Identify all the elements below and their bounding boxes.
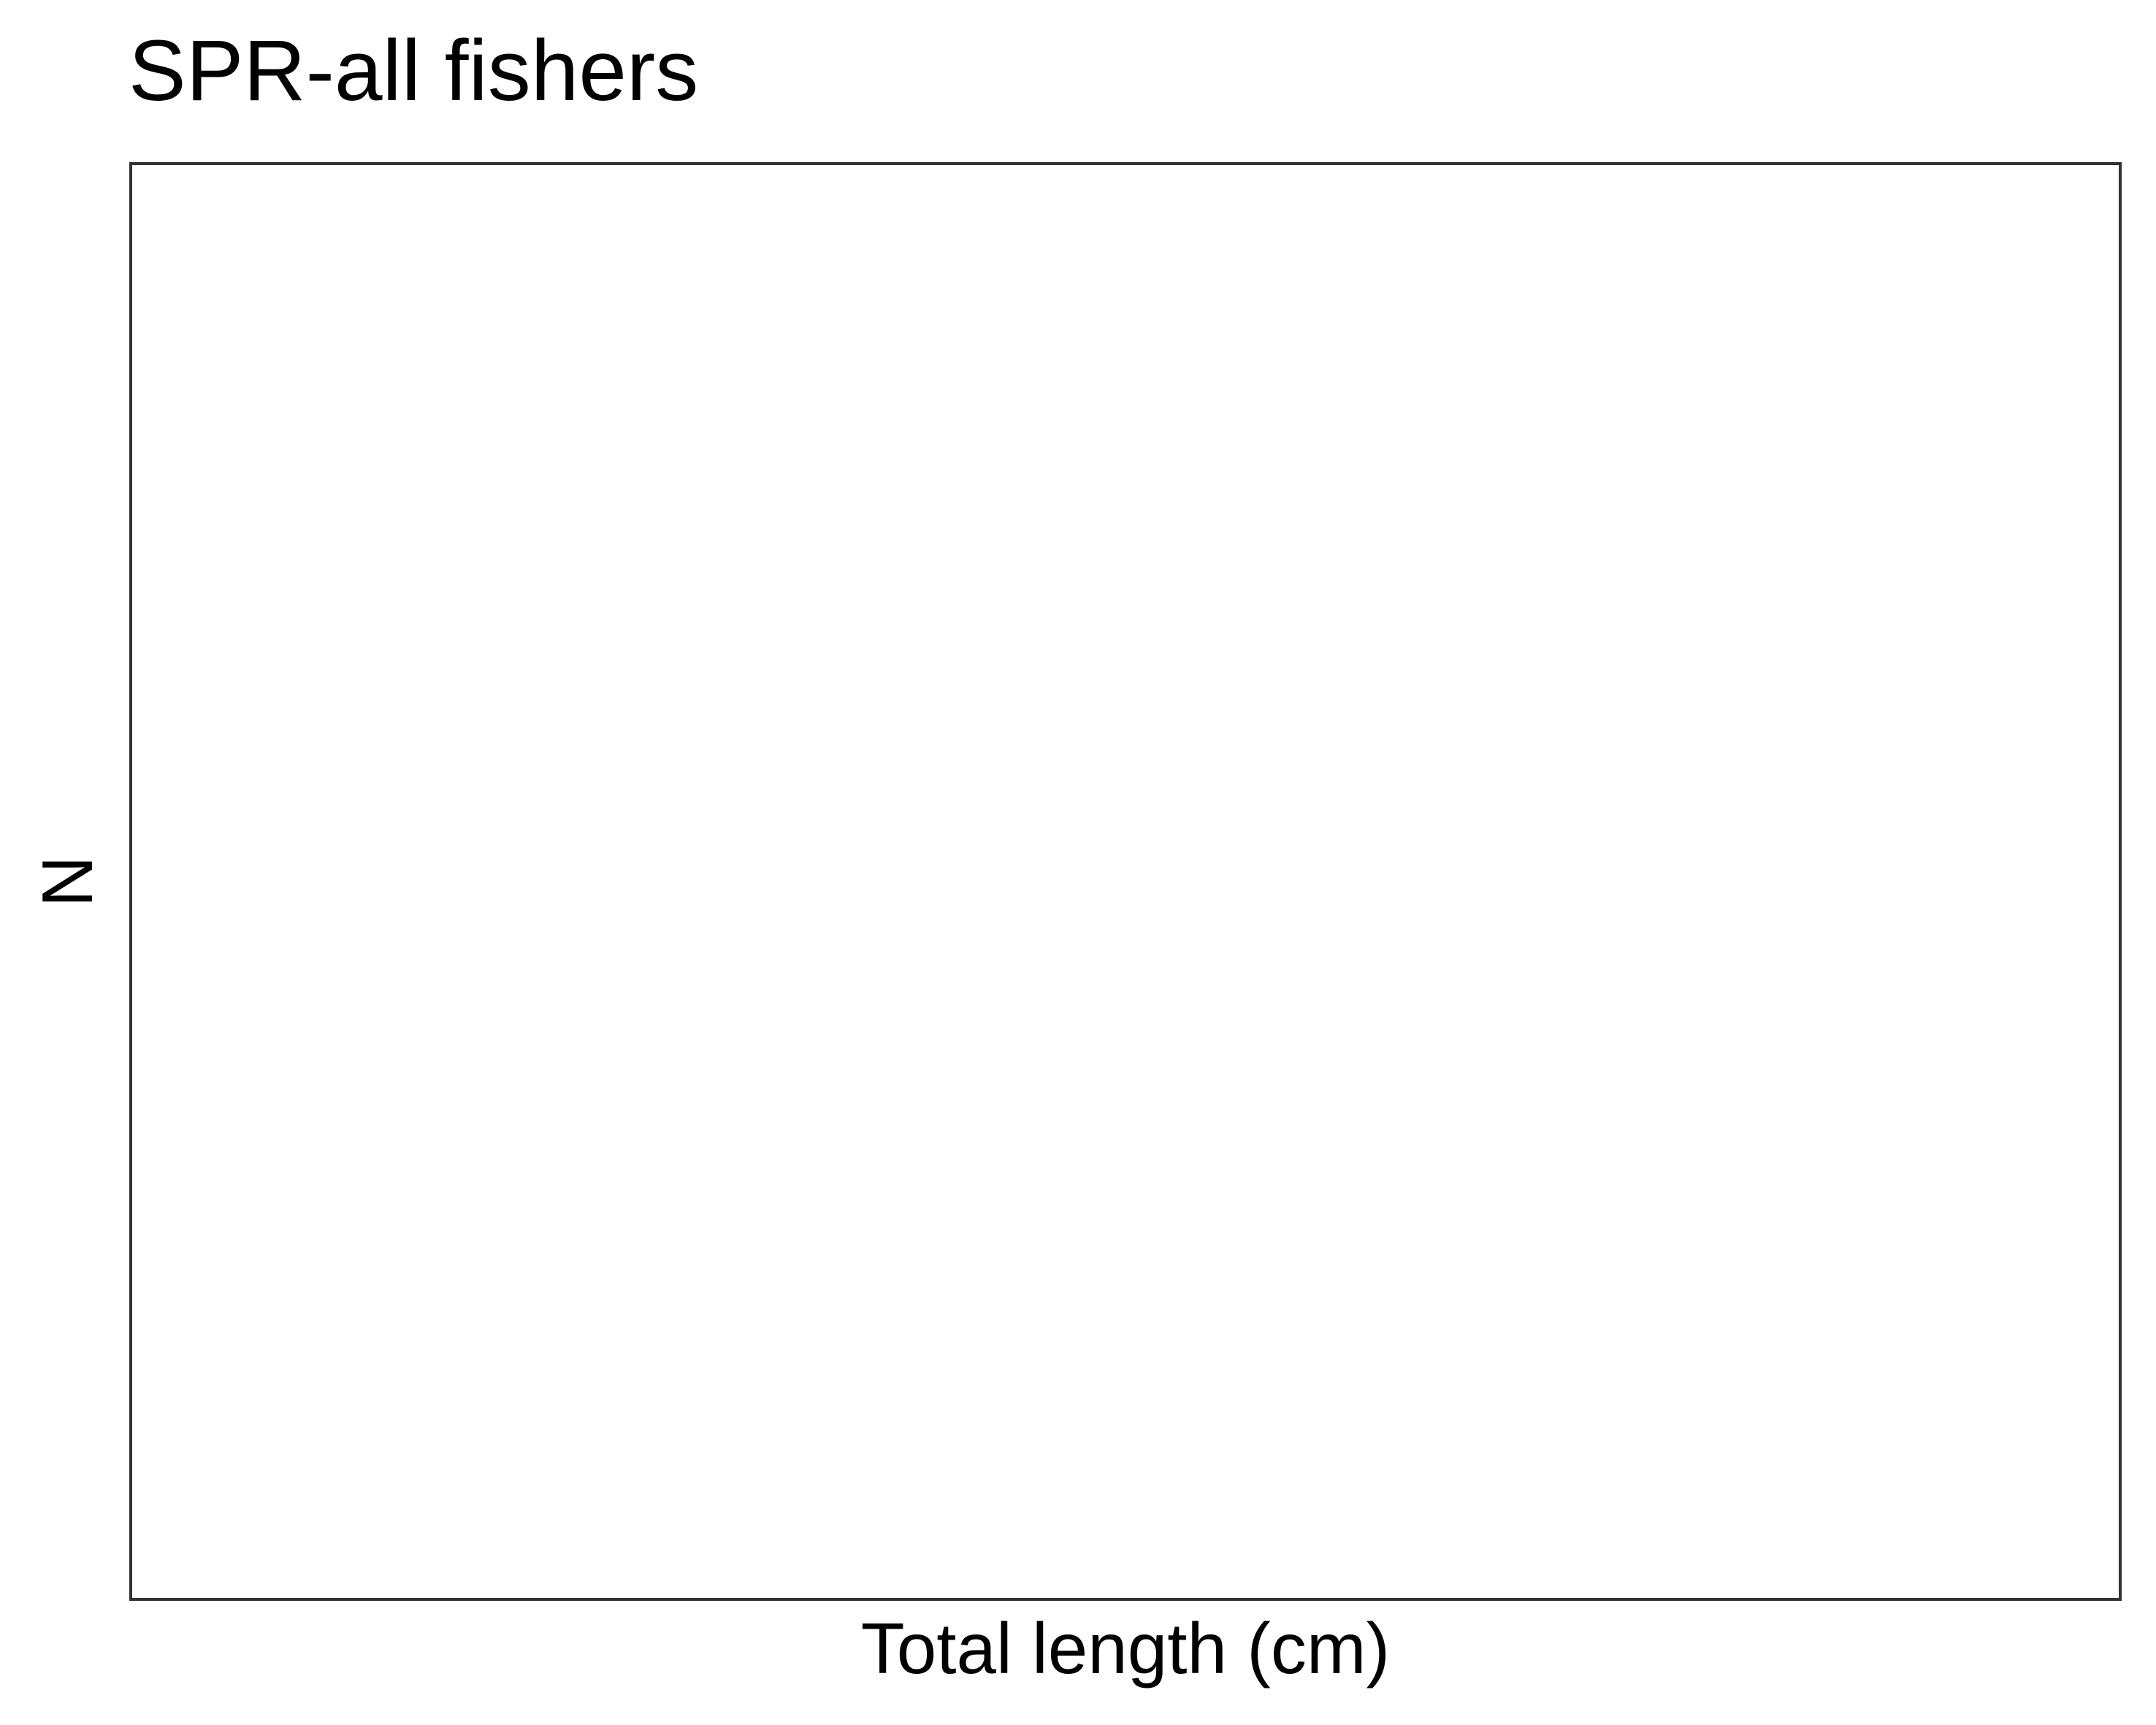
x-axis-label: Total length (cm) (860, 1608, 1391, 1688)
plot-area (132, 165, 2119, 1598)
plot-panel (129, 162, 2122, 1601)
y-axis-label: N (27, 855, 107, 908)
chart-title: SPR-all fishers (129, 23, 699, 119)
